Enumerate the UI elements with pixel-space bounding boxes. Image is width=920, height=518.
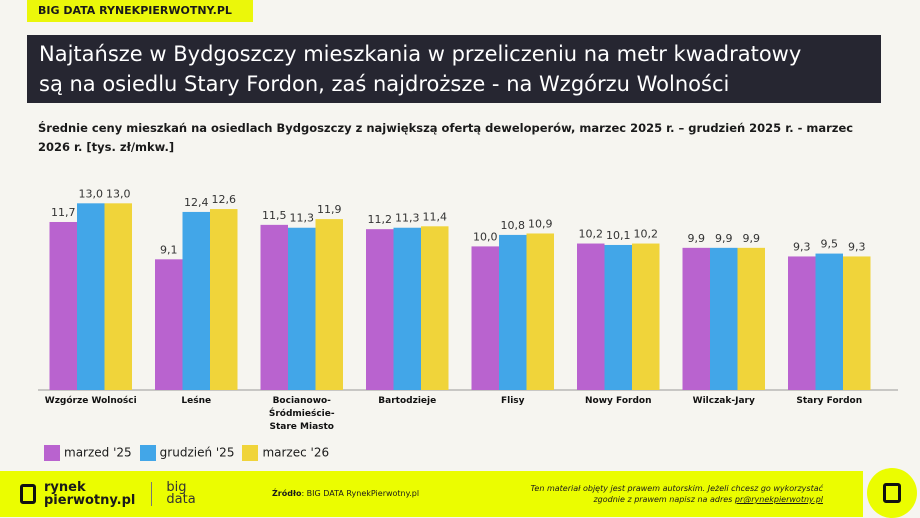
bar <box>366 229 394 390</box>
page-title: Najtańsze w Bydgoszczy mieszkania w prze… <box>27 35 881 103</box>
bar <box>815 253 843 390</box>
copyright-line-2: zgodnie z prawem napisz na adres <box>593 495 735 504</box>
bar <box>499 234 527 390</box>
source-text: : BIG DATA RynekPierwotny.pl <box>301 489 420 498</box>
data-label: 9,5 <box>821 238 839 251</box>
data-label: 9,9 <box>743 232 761 245</box>
data-label: 10,0 <box>473 230 498 243</box>
logo-circle-icon <box>867 468 917 518</box>
bar <box>710 247 738 390</box>
bar <box>577 243 605 390</box>
legend-item: marzed '25 <box>44 445 132 461</box>
logo-text-1: rynek <box>44 480 86 495</box>
bar <box>77 203 105 390</box>
data-label: 13,0 <box>79 187 104 200</box>
data-label: 11,3 <box>395 212 420 225</box>
title-line-1: Najtańsze w Bydgoszczy mieszkania w prze… <box>39 42 802 66</box>
bar <box>210 209 238 390</box>
data-label: 11,9 <box>317 203 342 216</box>
logo-square-icon <box>20 484 36 504</box>
legend-swatch <box>44 445 60 461</box>
bar <box>471 246 499 390</box>
email-link[interactable]: pr@rynekpierwotny.pl <box>734 495 823 504</box>
legend-label: grudzień '25 <box>159 445 235 460</box>
data-label: 10,8 <box>501 219 526 232</box>
source-note: Źródło: BIG DATA RynekPierwotny.pl <box>272 489 419 498</box>
footer: rynek pierwotny.pl big data Źródło: BIG DA… <box>0 471 863 517</box>
data-label: 11,3 <box>290 212 315 225</box>
category-label: Flisy <box>501 396 525 406</box>
category-label: Stary Fordon <box>796 396 862 406</box>
data-label: 9,9 <box>688 232 706 245</box>
bar <box>421 226 449 390</box>
category-label: Stare Miasto <box>270 422 335 432</box>
data-label: 11,4 <box>423 210 448 223</box>
data-label: 9,3 <box>848 240 866 253</box>
bar <box>104 203 132 390</box>
copyright-line-1: Ten materiał objęty jest prawem autorski… <box>530 484 823 493</box>
data-label: 9,9 <box>715 232 733 245</box>
bar <box>155 259 183 390</box>
data-label: 9,1 <box>160 243 178 256</box>
bar <box>737 247 765 390</box>
category-label: Bartodzieje <box>378 396 436 406</box>
category-label: Bocianowo- <box>273 396 332 406</box>
data-label: 11,5 <box>262 209 287 222</box>
data-label: 11,7 <box>51 206 76 219</box>
legend-label: marzec '26 <box>262 445 330 460</box>
copyright-note: Ten materiał objęty jest prawem autorski… <box>531 483 823 505</box>
bar <box>260 224 288 390</box>
legend-item: grudzień '25 <box>139 445 235 461</box>
data-label: 10,2 <box>634 228 659 241</box>
bar <box>682 247 710 390</box>
legend-label: marzed '25 <box>64 445 132 460</box>
data-label: 10,1 <box>606 229 631 242</box>
legend: marzed '25 grudzień '25 marzec '26 <box>44 445 329 461</box>
category-label: Śródmieście- <box>269 407 335 419</box>
bar <box>526 233 554 390</box>
brand-label: BIG DATA RYNEKPIERWOTNY.PL <box>27 0 253 22</box>
bar <box>182 211 210 390</box>
bar <box>632 243 660 390</box>
data-label: 12,6 <box>212 193 237 206</box>
data-label: 11,2 <box>368 213 393 226</box>
data-label: 12,4 <box>184 196 209 209</box>
legend-swatch <box>242 445 259 461</box>
category-label: Leśne <box>181 395 211 406</box>
data-label: 13,0 <box>106 187 131 200</box>
bar <box>788 256 816 390</box>
bar <box>843 256 871 390</box>
category-label: Wzgórze Wolności <box>45 395 137 406</box>
logo-text-2: pierwotny.pl <box>44 493 136 508</box>
bar <box>288 227 316 390</box>
bigdata-text-2: data <box>166 492 196 507</box>
data-label: 10,2 <box>579 228 604 241</box>
source-label: Źródło <box>272 489 302 498</box>
data-label: 10,9 <box>528 217 553 230</box>
chart-title: Średnie ceny mieszkań na osiedlach Bydgo… <box>38 121 854 154</box>
bar <box>604 244 632 390</box>
title-line-2: są na osiedlu Stary Fordon, zaś najdrożs… <box>39 72 730 96</box>
bar <box>315 219 343 390</box>
bigdata-text-1: big <box>166 480 187 495</box>
category-label: Nowy Fordon <box>585 396 651 406</box>
legend-item: marzec '26 <box>242 445 329 461</box>
legend-swatch <box>139 445 156 461</box>
bar <box>49 221 77 390</box>
category-label: Wilczak-Jary <box>693 396 755 406</box>
data-label: 9,3 <box>793 240 811 253</box>
bar <box>393 227 421 390</box>
logo: rynek pierwotny.pl big data <box>20 481 196 507</box>
